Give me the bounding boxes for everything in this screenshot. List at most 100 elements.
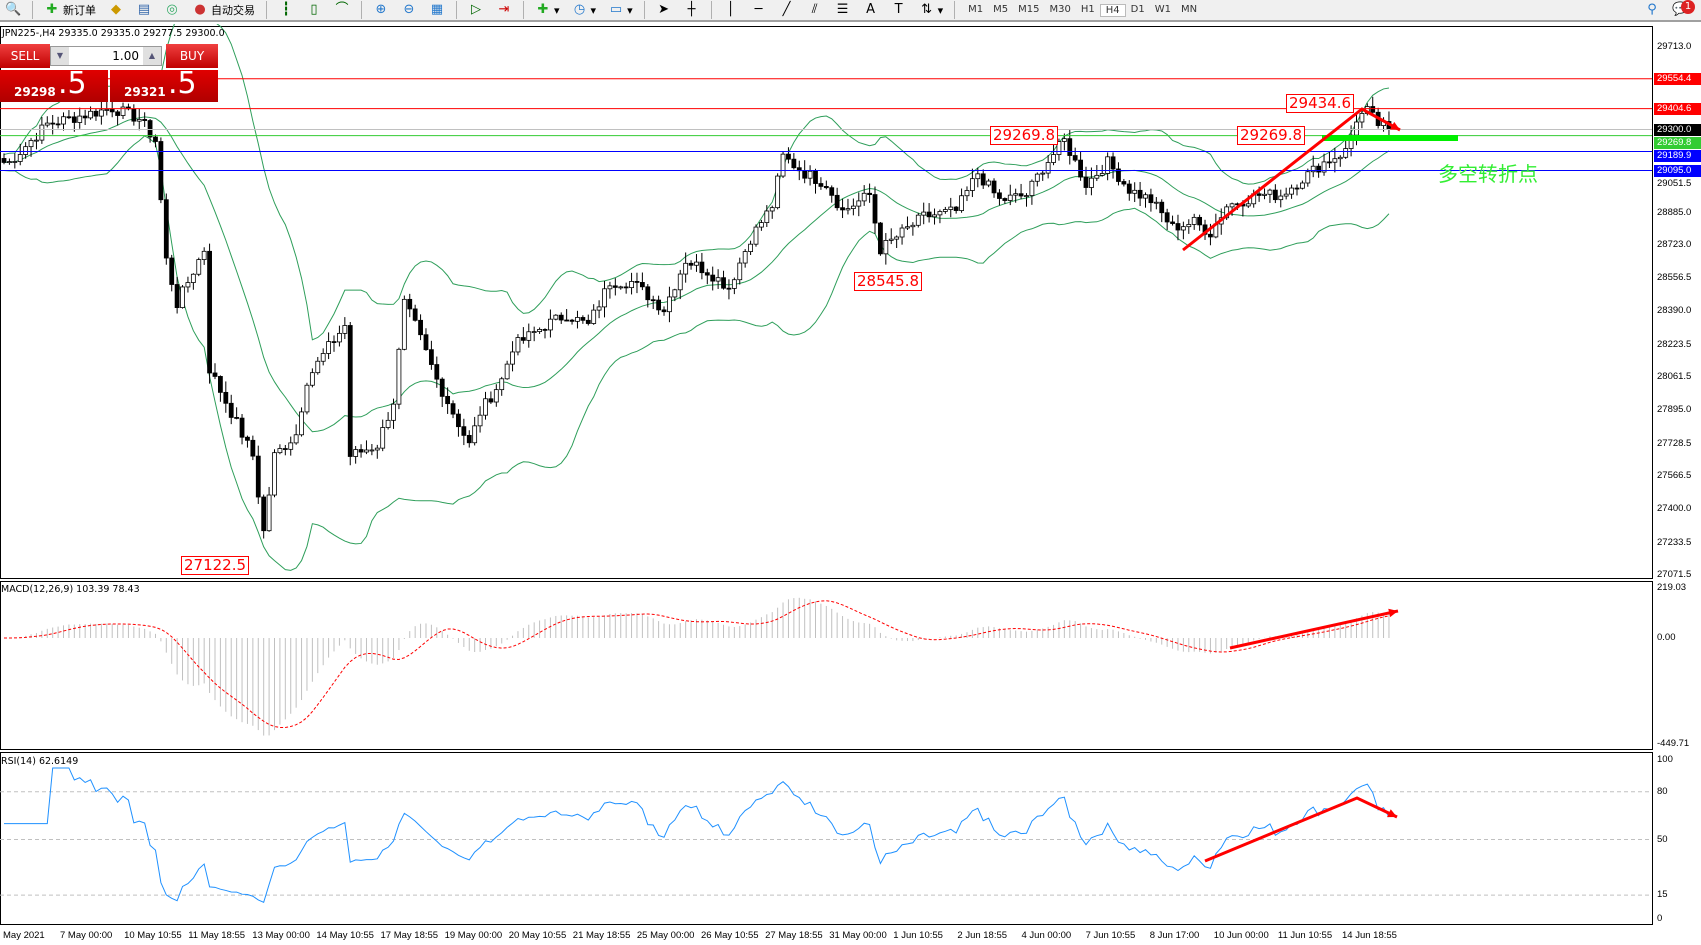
candle-body [596, 306, 602, 311]
date-axis-tick: 19 May 00:00 [444, 930, 503, 941]
candle-body [694, 261, 699, 266]
line-chart-button[interactable]: ⌒ [331, 0, 353, 20]
timeframe-m1[interactable]: M1 [968, 3, 984, 15]
candle-body [888, 238, 894, 241]
candle-body [764, 210, 770, 223]
indicators-button[interactable]: ✚ ▾ [532, 0, 563, 20]
candle-body [520, 337, 526, 341]
candle-chart-button[interactable]: ▯ [303, 0, 325, 20]
auto-trading-button[interactable]: ● 自动交易 [189, 0, 258, 20]
price-level-label: 29095.0 [1654, 164, 1701, 177]
candle-body [840, 207, 845, 211]
text-label-button[interactable]: T [888, 0, 910, 20]
buy-price[interactable]: 29321.5 [110, 66, 218, 102]
price-chart[interactable] [0, 24, 1701, 945]
gold-button[interactable]: ◆ [105, 0, 127, 20]
timeframe-h1[interactable]: H1 [1080, 3, 1095, 15]
new-order-label: 新订单 [63, 4, 96, 17]
price-level-label: 29300.0 [1654, 123, 1701, 136]
candle-body [445, 395, 451, 405]
zoom-in-button[interactable]: ⊕ [370, 0, 392, 20]
notifications-button[interactable]: 💬 1 [1669, 0, 1695, 20]
candle-body [618, 286, 624, 289]
cursor-button[interactable]: ➤ [653, 0, 675, 20]
arrows-button[interactable]: ⇅ ▾ [916, 0, 947, 20]
timeframe-w1[interactable]: W1 [1154, 3, 1171, 15]
candle-body [1159, 201, 1165, 214]
timeframe-m30[interactable]: M30 [1049, 3, 1071, 15]
candle-body [207, 250, 212, 374]
tile-windows-button[interactable]: ▦ [426, 0, 448, 20]
global-search-button[interactable]: ⚲ [1641, 0, 1663, 20]
candle-body [829, 187, 835, 196]
fibonacci-button[interactable]: ☰ [832, 0, 854, 20]
candle-body [905, 226, 910, 229]
zoom-out-button[interactable]: ⊖ [398, 0, 420, 20]
date-axis-tick: 14 May 10:55 [316, 930, 374, 941]
price-axis-tick: 28556.5 [1657, 272, 1692, 284]
candle-body [564, 319, 570, 322]
candle-body [526, 331, 532, 341]
new-order-button[interactable]: ✚ 新订单 [41, 0, 99, 20]
price-annotation[interactable]: 29269.8 [990, 126, 1059, 145]
horizontal-line-button[interactable]: ─ [748, 0, 770, 20]
candle-body [439, 378, 445, 397]
candle-body [872, 194, 878, 224]
candle-body [623, 286, 629, 289]
candle-body [959, 195, 964, 211]
rsi-arrow-head [1387, 809, 1397, 818]
periods-button[interactable]: ◷ ▾ [569, 0, 600, 20]
rsi-axis-tick: 80 [1657, 785, 1668, 797]
divider [523, 1, 524, 19]
timeframe-d1[interactable]: D1 [1130, 3, 1145, 15]
rsi-line [4, 767, 1390, 904]
crosshair-button[interactable]: ┼ [681, 0, 703, 20]
timeframe-mn[interactable]: MN [1180, 3, 1198, 15]
candle-body [1229, 203, 1235, 208]
price-annotation[interactable]: 27122.5 [181, 556, 250, 575]
bar-chart-button[interactable]: ┇ [275, 0, 297, 20]
candle-body [364, 449, 369, 453]
signal-button[interactable]: ◎ [161, 0, 183, 20]
trendline-button[interactable]: ╱ [776, 0, 798, 20]
templates-button[interactable]: ▭ ▾ [609, 2, 633, 17]
candle-body [737, 262, 743, 281]
notification-badge: 1 [1681, 0, 1695, 14]
chart-shift-button[interactable]: ⇥ [493, 0, 515, 20]
signal-icon: ◎ [166, 2, 178, 17]
text-button[interactable]: A [860, 0, 882, 20]
candle-body [1191, 216, 1197, 225]
timeframe-m5[interactable]: M5 [993, 3, 1009, 15]
buy-button[interactable]: BUY [166, 44, 218, 68]
vertical-line-button[interactable]: │ [720, 0, 742, 20]
rsi-axis-tick: 15 [1657, 889, 1668, 901]
sell-button[interactable]: SELL [0, 44, 50, 68]
sell-price[interactable]: 29298.5 [0, 66, 108, 102]
price-annotation[interactable]: 28545.8 [854, 272, 923, 291]
candle-body [667, 296, 672, 313]
timeframe-h4[interactable]: H4 [1099, 3, 1126, 17]
decrease-lot-button[interactable]: ▼ [51, 47, 69, 65]
autoscroll-button[interactable]: ▷ [465, 0, 487, 20]
reversal-point-label[interactable]: 多空转折点 [1438, 162, 1538, 186]
candle-body [867, 192, 872, 195]
sell-price-main: 29298 [14, 85, 56, 99]
candle-body [656, 299, 662, 311]
price-annotation[interactable]: 29434.6 [1286, 94, 1355, 113]
toolbar-search[interactable]: 🔍 [2, 0, 24, 20]
price-annotation[interactable]: 29269.8 [1237, 126, 1306, 145]
lot-size-stepper[interactable]: ▼ 1.00 ▲ [50, 46, 162, 66]
date-axis-tick: 11 May 18:55 [188, 930, 246, 941]
database-button[interactable]: ▤ [133, 0, 155, 20]
macd-panel-frame [0, 581, 1653, 750]
rsi-panel-frame [0, 752, 1653, 925]
lot-size-value[interactable]: 1.00 [112, 49, 139, 63]
candle-body [234, 417, 240, 419]
increase-lot-button[interactable]: ▲ [143, 47, 161, 65]
candle-body [23, 146, 29, 155]
candle-body [515, 337, 521, 353]
candle-body [136, 119, 142, 122]
timeframe-m15[interactable]: M15 [1018, 3, 1040, 15]
equidistant-channel-button[interactable]: ⫽ [804, 0, 826, 20]
auto-trading-icon: ● [194, 2, 206, 17]
